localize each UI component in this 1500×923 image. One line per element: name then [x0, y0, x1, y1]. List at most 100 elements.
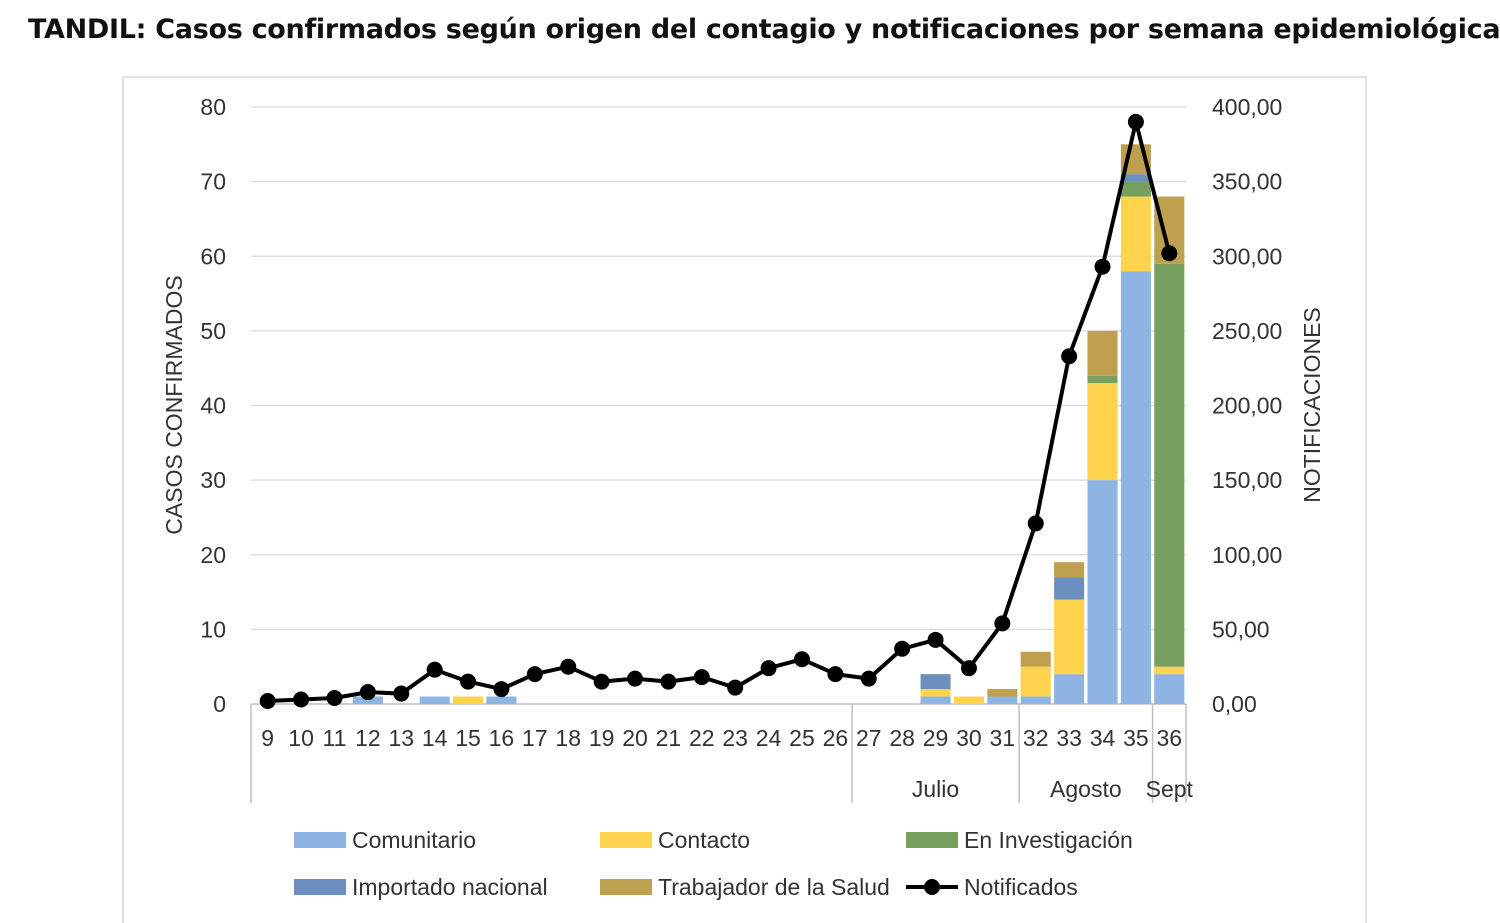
bar-3-35: [1120, 174, 1151, 182]
x-tick-label: 22: [689, 725, 715, 751]
y2-tick-label: 100,00: [1212, 542, 1282, 568]
legend-swatch-0: [294, 832, 346, 848]
notificados-point-20: [627, 670, 644, 687]
bar-2-34: [1087, 375, 1118, 384]
x-tick-label: 17: [522, 725, 548, 751]
bar-4-33: [1054, 562, 1085, 578]
bar-0-14: [419, 696, 450, 704]
notificados-point-29: [927, 631, 944, 648]
y2-tick-label: 400,00: [1212, 94, 1282, 120]
legend-label-4: Trabajador de la Salud: [658, 874, 890, 900]
y-tick-label: 40: [200, 393, 226, 419]
notificados-point-34: [1094, 258, 1111, 275]
legend-label-2: En Investigación: [964, 827, 1133, 853]
bar-0-31: [987, 696, 1018, 704]
month-label-3: Sept: [1146, 776, 1194, 802]
x-tick-label: 25: [789, 725, 815, 751]
y2-tick-label: 250,00: [1212, 318, 1282, 344]
y-tick-label: 50: [200, 318, 226, 344]
notificados-point-17: [526, 666, 543, 683]
x-tick-label: 29: [923, 725, 949, 751]
legend-marker-notificados: [924, 879, 940, 895]
bar-0-33: [1054, 674, 1085, 704]
notificados-point-31: [994, 615, 1011, 632]
notificados-point-13: [393, 685, 410, 702]
x-tick-label: 23: [722, 725, 748, 751]
bar-0-12: [352, 696, 383, 704]
chart-title: TANDIL: Casos confirmados según origen d…: [28, 14, 1500, 45]
y2-tick-label: 350,00: [1212, 169, 1282, 195]
notificados-point-23: [727, 679, 744, 696]
x-tick-label: 13: [388, 725, 414, 751]
x-tick-label: 27: [856, 725, 882, 751]
legend-label-0: Comunitario: [352, 827, 476, 853]
notificados-point-28: [894, 640, 911, 657]
notificados-line: [267, 119, 1172, 703]
notificados-point-12: [359, 684, 376, 701]
bar-0-34: [1087, 480, 1118, 704]
y-tick-label: 0: [213, 691, 226, 717]
x-tick-label: 31: [990, 725, 1016, 751]
bar-0-29: [920, 696, 951, 704]
y-tick-label: 60: [200, 243, 226, 269]
y-axis-title: CASOS CONFIRMADOS: [161, 275, 187, 534]
x-tick-label: 34: [1090, 725, 1116, 751]
x-tick-label: 14: [422, 725, 448, 751]
bar-1-33: [1054, 599, 1085, 675]
notificados-point-11: [326, 690, 343, 707]
legend-swatch-2: [906, 832, 958, 848]
x-tick-label: 21: [656, 725, 682, 751]
notificados-point-21: [660, 673, 677, 690]
legend-swatch-4: [600, 879, 652, 895]
x-tick-label: 12: [355, 725, 381, 751]
bar-3-29: [920, 674, 951, 690]
x-tick-label: 36: [1157, 725, 1183, 751]
y2-tick-label: 300,00: [1212, 243, 1282, 269]
notificados-point-26: [827, 666, 844, 683]
notificados-point-19: [593, 673, 610, 690]
x-tick-label: 28: [889, 725, 915, 751]
month-label-1: Julio: [912, 776, 959, 802]
bar-4-32: [1020, 651, 1051, 667]
notificados-point-32: [1027, 515, 1044, 532]
y-tick-label: 80: [200, 94, 226, 120]
chart-frame: [122, 76, 1367, 923]
notificados-point-36: [1161, 245, 1178, 262]
notificados-point-9: [259, 693, 276, 710]
legend-label-notificados: Notificados: [964, 874, 1078, 900]
x-tick-label: 26: [823, 725, 849, 751]
notificados-point-24: [760, 660, 777, 677]
bar-0-36: [1154, 674, 1185, 704]
bar-1-29: [920, 689, 951, 697]
bar-0-32: [1020, 696, 1051, 704]
x-tick-label: 11: [323, 725, 347, 751]
y-tick-label: 70: [200, 169, 226, 195]
month-label-2: Agosto: [1050, 776, 1122, 802]
y2-axis-title: NOTIFICACIONES: [1299, 307, 1325, 503]
notificados-point-27: [860, 670, 877, 687]
bar-1-32: [1020, 666, 1051, 697]
x-tick-label: 30: [956, 725, 982, 751]
y2-tick-label: 50,00: [1212, 616, 1270, 642]
x-tick-label: 32: [1023, 725, 1049, 751]
notificados-point-18: [560, 658, 577, 675]
bar-4-31: [987, 689, 1018, 697]
bar-0-16: [486, 696, 517, 704]
x-tick-label: 15: [455, 725, 481, 751]
bar-2-36: [1154, 263, 1185, 667]
bar-1-36: [1154, 666, 1185, 675]
x-tick-label: 24: [756, 725, 782, 751]
bar-4-34: [1087, 330, 1118, 376]
notificados-point-10: [293, 691, 310, 708]
x-tick-label: 16: [489, 725, 515, 751]
bar-1-34: [1087, 383, 1118, 481]
bar-2-35: [1120, 181, 1151, 197]
y-tick-label: 30: [200, 467, 226, 493]
legend-swatch-3: [294, 879, 346, 895]
x-tick-label: 18: [555, 725, 581, 751]
notificados-point-14: [426, 661, 443, 678]
bar-1-30: [953, 696, 984, 704]
x-tick-label: 33: [1056, 725, 1082, 751]
y-tick-label: 10: [200, 616, 226, 642]
